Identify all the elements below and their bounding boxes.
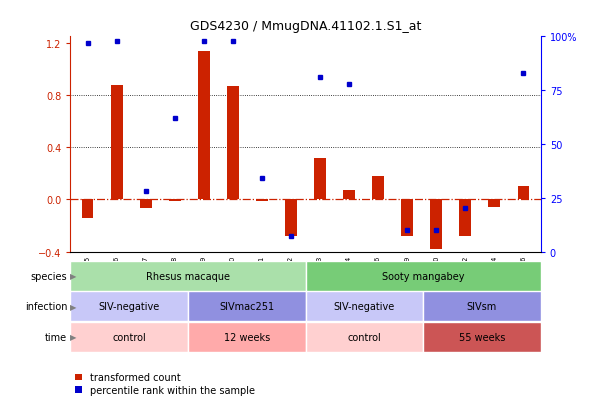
Bar: [423, 292, 541, 321]
Bar: [306, 292, 423, 321]
Text: species: species: [31, 271, 67, 281]
Bar: [306, 261, 541, 291]
Bar: [227, 87, 239, 200]
Bar: [518, 187, 529, 200]
Bar: [198, 52, 210, 200]
Text: control: control: [348, 332, 381, 342]
Bar: [82, 200, 93, 218]
Text: SIV-negative: SIV-negative: [98, 301, 159, 311]
Bar: [188, 322, 306, 352]
Bar: [430, 200, 442, 249]
Text: SIVmac251: SIVmac251: [219, 301, 274, 311]
Bar: [169, 200, 181, 201]
Bar: [256, 200, 268, 201]
Title: GDS4230 / MmugDNA.41102.1.S1_at: GDS4230 / MmugDNA.41102.1.S1_at: [190, 20, 421, 33]
Text: 55 weeks: 55 weeks: [459, 332, 505, 342]
Bar: [343, 191, 355, 200]
Text: 12 weeks: 12 weeks: [224, 332, 270, 342]
Text: SIVsm: SIVsm: [467, 301, 497, 311]
Bar: [372, 176, 384, 200]
Text: ▶: ▶: [70, 272, 76, 281]
Text: Rhesus macaque: Rhesus macaque: [146, 271, 230, 281]
Bar: [70, 261, 306, 291]
Bar: [111, 85, 123, 200]
Text: SIV-negative: SIV-negative: [334, 301, 395, 311]
Bar: [401, 200, 413, 236]
Text: time: time: [45, 332, 67, 342]
Bar: [306, 322, 423, 352]
Bar: [423, 322, 541, 352]
Bar: [70, 322, 188, 352]
Bar: [314, 158, 326, 200]
Bar: [488, 200, 500, 208]
Bar: [459, 200, 471, 236]
Text: ▶: ▶: [70, 302, 76, 311]
Bar: [70, 292, 188, 321]
Bar: [285, 200, 297, 236]
Text: control: control: [112, 332, 146, 342]
Bar: [140, 200, 152, 209]
Bar: [188, 292, 306, 321]
Text: infection: infection: [24, 301, 67, 311]
Text: ▶: ▶: [70, 332, 76, 342]
Legend: transformed count, percentile rank within the sample: transformed count, percentile rank withi…: [75, 373, 255, 395]
Text: Sooty mangabey: Sooty mangabey: [382, 271, 464, 281]
